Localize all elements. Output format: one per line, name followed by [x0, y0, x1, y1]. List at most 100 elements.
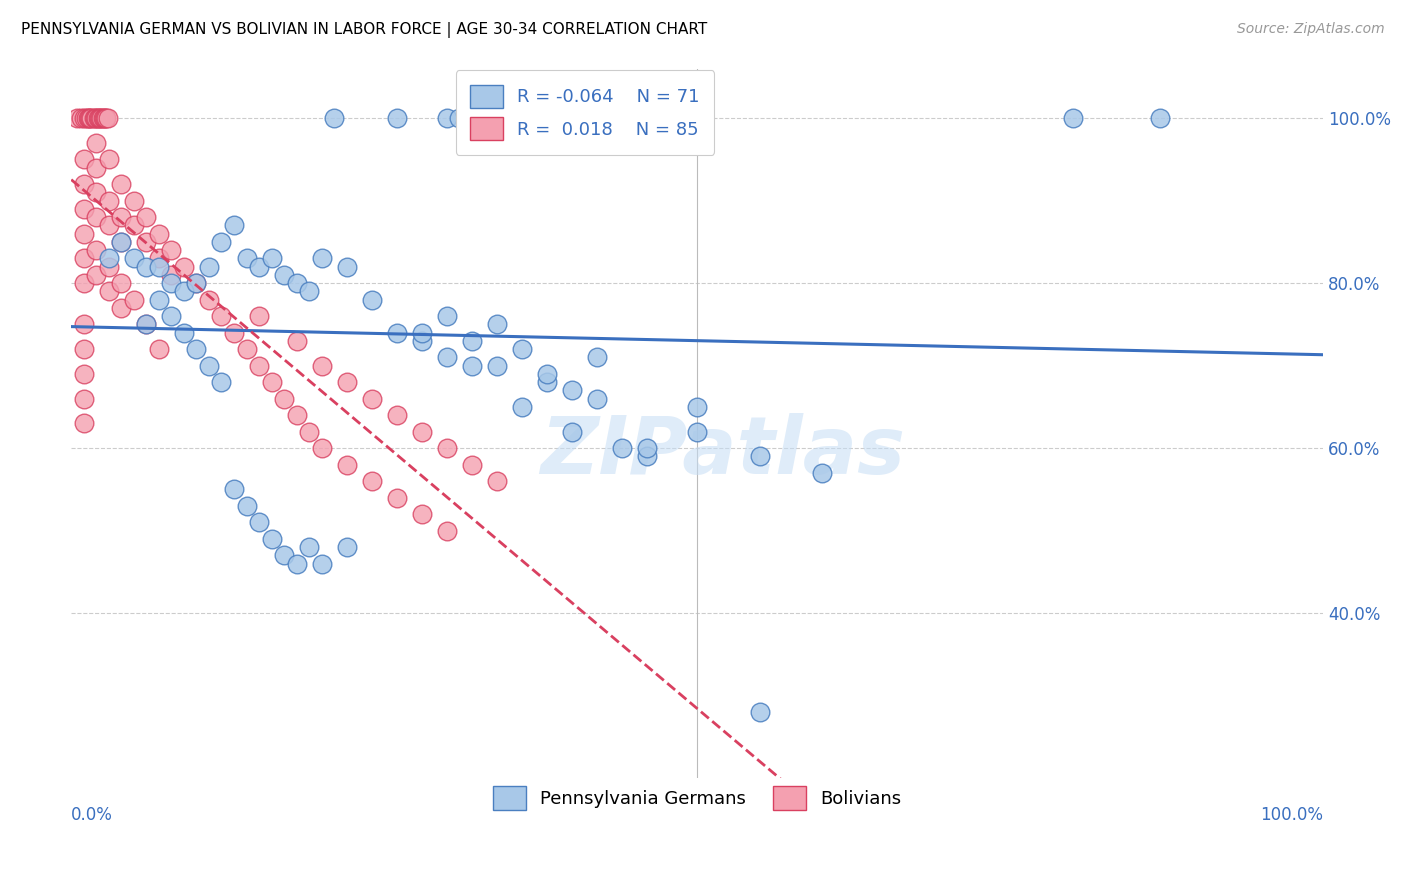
Point — [148, 260, 170, 274]
Point — [73, 417, 96, 431]
Point — [96, 111, 118, 125]
Point — [222, 326, 245, 340]
Point — [461, 334, 484, 348]
Text: Source: ZipAtlas.com: Source: ZipAtlas.com — [1237, 22, 1385, 37]
Point — [247, 359, 270, 373]
Point — [73, 227, 96, 241]
Point — [586, 392, 609, 406]
Point — [110, 210, 132, 224]
Point — [73, 153, 96, 167]
Point — [1062, 111, 1084, 125]
Point — [360, 293, 382, 307]
Point — [811, 466, 834, 480]
Point — [561, 384, 583, 398]
Point — [148, 252, 170, 266]
Point — [485, 318, 508, 332]
Point — [360, 474, 382, 488]
Point — [336, 458, 359, 472]
Point — [198, 359, 221, 373]
Point — [70, 111, 93, 125]
Point — [323, 111, 346, 125]
Point — [686, 400, 709, 414]
Point — [561, 425, 583, 439]
Point — [311, 557, 333, 571]
Point — [285, 334, 308, 348]
Point — [336, 260, 359, 274]
Point — [285, 276, 308, 290]
Point — [160, 276, 183, 290]
Point — [298, 425, 321, 439]
Point — [110, 177, 132, 191]
Point — [91, 111, 114, 125]
Point — [173, 326, 195, 340]
Point — [148, 293, 170, 307]
Point — [84, 161, 107, 175]
Point — [686, 425, 709, 439]
Point — [84, 210, 107, 224]
Point — [135, 318, 157, 332]
Point — [536, 367, 558, 381]
Point — [411, 507, 433, 521]
Point — [97, 285, 120, 299]
Point — [135, 235, 157, 249]
Point — [73, 252, 96, 266]
Point — [77, 111, 100, 125]
Point — [636, 441, 658, 455]
Point — [97, 153, 120, 167]
Point — [235, 252, 257, 266]
Point — [75, 111, 97, 125]
Point — [79, 111, 101, 125]
Point — [160, 243, 183, 257]
Point — [510, 342, 533, 356]
Point — [247, 260, 270, 274]
Point — [472, 111, 495, 125]
Point — [198, 293, 221, 307]
Point — [336, 375, 359, 389]
Point — [211, 375, 233, 389]
Point — [385, 326, 408, 340]
Point — [360, 392, 382, 406]
Point — [173, 260, 195, 274]
Point — [1149, 111, 1171, 125]
Point — [523, 111, 546, 125]
Point — [186, 342, 208, 356]
Point — [110, 235, 132, 249]
Point — [160, 309, 183, 323]
Point — [247, 309, 270, 323]
Point — [436, 441, 458, 455]
Point — [122, 293, 145, 307]
Point — [73, 202, 96, 216]
Text: 100.0%: 100.0% — [1260, 806, 1323, 824]
Point — [449, 111, 471, 125]
Point — [586, 351, 609, 365]
Point — [87, 111, 110, 125]
Point — [536, 375, 558, 389]
Point — [211, 235, 233, 249]
Point — [498, 111, 520, 125]
Point — [97, 219, 120, 233]
Point — [84, 136, 107, 150]
Point — [93, 111, 115, 125]
Point — [260, 532, 283, 546]
Text: ZIPatlas: ZIPatlas — [540, 413, 904, 491]
Point — [173, 285, 195, 299]
Point — [73, 392, 96, 406]
Point — [148, 342, 170, 356]
Point — [122, 194, 145, 208]
Point — [285, 557, 308, 571]
Point — [298, 540, 321, 554]
Point — [80, 111, 103, 125]
Point — [90, 111, 112, 125]
Point — [461, 359, 484, 373]
Point — [94, 111, 117, 125]
Point — [411, 326, 433, 340]
Point — [260, 252, 283, 266]
Point — [748, 705, 770, 719]
Point — [748, 450, 770, 464]
Point — [273, 392, 295, 406]
Point — [73, 342, 96, 356]
Point — [135, 210, 157, 224]
Point — [461, 458, 484, 472]
Point — [110, 276, 132, 290]
Point — [86, 111, 108, 125]
